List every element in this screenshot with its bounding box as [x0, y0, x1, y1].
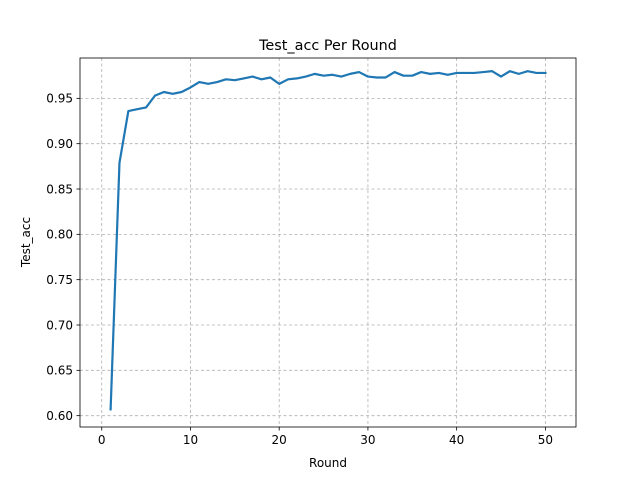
- x-tick-label: 0: [98, 433, 106, 447]
- y-axis: 0.60 0.65 0.70 0.75 0.80 0.85 0.90 0.95: [46, 92, 80, 423]
- y-tick-label: 0.85: [46, 182, 73, 196]
- x-axis: 0 10 20 30 40 50: [98, 427, 553, 447]
- plot-frame: [79, 57, 577, 428]
- y-tick-label: 0.90: [46, 137, 73, 151]
- y-tick-label: 0.75: [46, 273, 73, 287]
- y-tick-label: 0.95: [46, 92, 73, 106]
- y-tick-label: 0.65: [46, 364, 73, 378]
- grid: [80, 58, 576, 427]
- x-tick-label: 20: [272, 433, 287, 447]
- x-axis-label: Round: [309, 456, 347, 470]
- chart-title: Test_acc Per Round: [258, 38, 397, 54]
- y-tick-label: 0.70: [46, 318, 73, 332]
- y-tick-label: 0.80: [46, 228, 73, 242]
- y-axis-label: Test_acc: [19, 217, 33, 268]
- x-tick-label: 30: [360, 433, 375, 447]
- series-line: [109, 70, 547, 411]
- y-tick-label: 0.60: [46, 409, 73, 423]
- series-layer: [109, 70, 547, 411]
- x-tick-label: 40: [449, 433, 464, 447]
- x-tick-label: 50: [538, 433, 553, 447]
- x-tick-label: 10: [183, 433, 198, 447]
